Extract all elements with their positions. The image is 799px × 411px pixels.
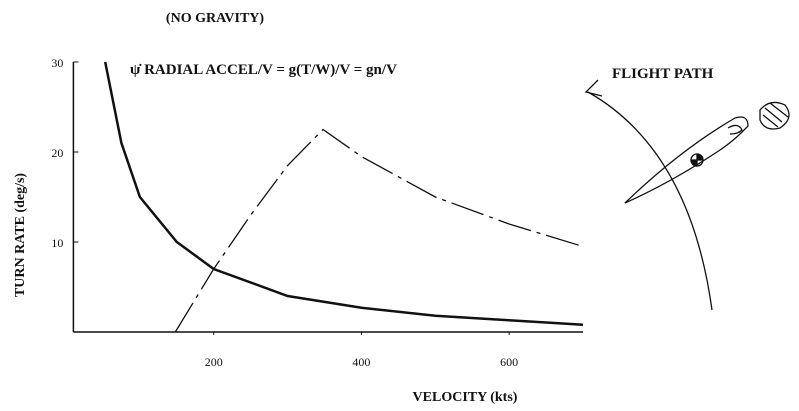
x-tick-label: 200 xyxy=(205,355,223,369)
x-axis-label: VELOCITY (kts) xyxy=(413,390,518,405)
y-axis-label: TURN RATE (deg/s) xyxy=(13,173,28,298)
y-tick-label: 30 xyxy=(51,56,63,70)
x-tick-label: 600 xyxy=(500,355,518,369)
flight-path-label: FLIGHT PATH xyxy=(612,66,714,82)
y-tick-label: 10 xyxy=(51,236,63,250)
y-tick-label: 20 xyxy=(51,146,63,160)
curve xyxy=(174,128,584,333)
curve xyxy=(103,61,584,327)
formula: ψ̇ RADIAL ACCEL/V = g(T/W)/V = gn/V xyxy=(130,62,397,78)
chart-title: (NO GRAVITY) xyxy=(166,11,264,26)
aircraft-drawing xyxy=(584,79,790,311)
x-tick-label: 400 xyxy=(352,355,370,369)
